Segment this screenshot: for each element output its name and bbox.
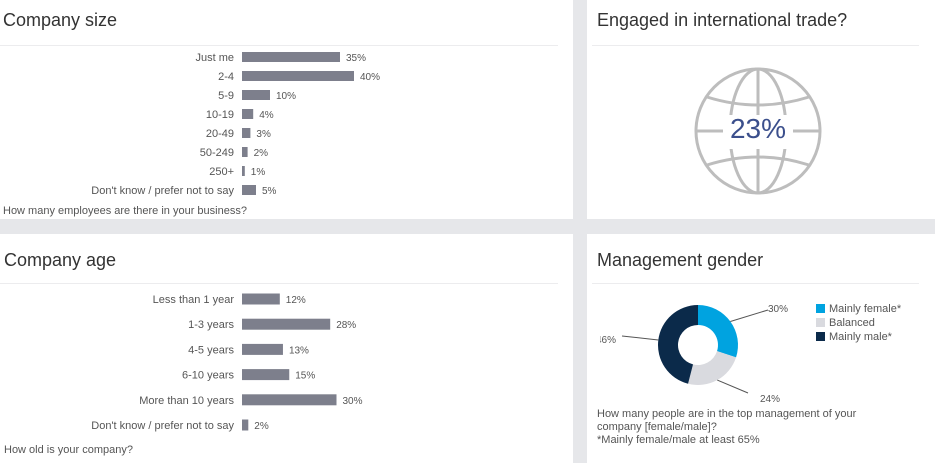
age-category-label: More than 10 years <box>139 395 234 407</box>
size-value-label: 4% <box>259 110 274 121</box>
size-bar <box>242 166 245 176</box>
gender-question-line-1: How many people are in the top managemen… <box>597 408 857 420</box>
size-bar <box>242 128 251 138</box>
legend-item-female: Mainly female* <box>816 302 901 315</box>
company-size-divider <box>0 45 558 46</box>
company-size-chart: Just me 35% 2-4 40% 5-9 10% 10-19 4% 20-49 3% 50-2… <box>91 52 380 197</box>
size-category-label: Don't know / prefer not to say <box>91 185 234 197</box>
size-value-label: 1% <box>251 167 266 178</box>
size-category-label: Just me <box>195 52 234 64</box>
size-value-label: 2% <box>254 148 269 159</box>
size-category-label: 250+ <box>209 166 234 178</box>
trade-value: 23% <box>729 113 787 144</box>
donut-slice-balanced <box>688 351 737 385</box>
gender-question-line-3: *Mainly female/male at least 65% <box>597 434 760 446</box>
legend-label-balanced: Balanced <box>829 316 875 329</box>
gender-legend: Mainly female* Balanced Mainly male* <box>816 302 901 344</box>
age-value-label: 12% <box>286 295 306 306</box>
trade-panel <box>587 0 935 219</box>
age-value-label: 13% <box>289 345 309 356</box>
age-bar <box>242 293 280 305</box>
legend-item-balanced: Balanced <box>816 316 901 329</box>
donut-slice-male <box>658 305 698 384</box>
size-bar <box>242 109 254 119</box>
age-bar <box>242 343 283 355</box>
company-size-title: Company size <box>3 10 118 30</box>
size-category-label: 20-49 <box>206 128 234 140</box>
size-category-label: 50-249 <box>200 147 234 159</box>
size-category-label: 5-9 <box>218 90 234 102</box>
age-bar <box>242 419 249 431</box>
age-bar <box>242 318 331 330</box>
age-value-label: 2% <box>254 421 269 432</box>
company-age-divider <box>0 283 558 284</box>
size-bar <box>242 52 340 62</box>
company-age-question: How old is your company? <box>4 444 134 456</box>
donut-value-label: 30% <box>768 304 788 315</box>
size-bar <box>242 147 248 157</box>
age-value-label: 28% <box>336 320 356 331</box>
gender-donut-chart: 30% 24% 46% <box>600 304 788 405</box>
size-value-label: 10% <box>276 91 296 102</box>
company-age-chart: Less than 1 year 12% 1-3 years 28% 4-5 years… <box>91 293 363 432</box>
size-bar <box>242 185 256 195</box>
gender-question-line-2: company [female/male]? <box>597 421 717 433</box>
donut-value-label: 46% <box>600 335 616 346</box>
gender-panel <box>587 234 935 463</box>
age-category-label: 6-10 years <box>182 370 234 382</box>
globe-icon <box>694 67 822 195</box>
donut-value-label: 24% <box>760 394 780 405</box>
age-value-label: 30% <box>343 396 363 407</box>
age-category-label: 1-3 years <box>188 319 234 331</box>
age-category-label: Don't know / prefer not to say <box>91 420 234 432</box>
age-bar <box>242 369 290 381</box>
age-bar <box>242 394 337 406</box>
age-category-label: 4-5 years <box>188 344 234 356</box>
age-category-label: Less than 1 year <box>153 294 235 306</box>
gender-divider <box>592 283 919 284</box>
donut-slice-female <box>698 305 738 358</box>
company-age-panel <box>0 234 573 463</box>
donut-leader-line <box>717 379 749 394</box>
gender-title: Management gender <box>597 250 764 270</box>
size-value-label: 35% <box>346 53 366 64</box>
company-size-panel <box>0 0 573 219</box>
size-value-label: 3% <box>256 129 271 140</box>
trade-divider <box>592 45 919 46</box>
size-value-label: 5% <box>262 186 277 197</box>
size-category-label: 2-4 <box>218 71 234 83</box>
size-category-label: 10-19 <box>206 109 234 121</box>
size-bar <box>242 71 354 81</box>
age-value-label: 15% <box>295 371 315 382</box>
legend-label-female: Mainly female* <box>829 302 902 315</box>
company-age-title: Company age <box>4 250 117 270</box>
trade-title: Engaged in international trade? <box>597 10 848 30</box>
size-bar <box>242 90 270 100</box>
company-size-question: How many employees are there in your bus… <box>3 205 247 217</box>
size-value-label: 40% <box>360 72 380 83</box>
donut-leader-line <box>621 335 659 341</box>
legend-item-male: Mainly male* <box>816 330 901 343</box>
gender-question: How many people are in the top managemen… <box>597 408 856 447</box>
donut-leader-line <box>730 309 769 322</box>
legend-label-male: Mainly male* <box>829 330 892 343</box>
